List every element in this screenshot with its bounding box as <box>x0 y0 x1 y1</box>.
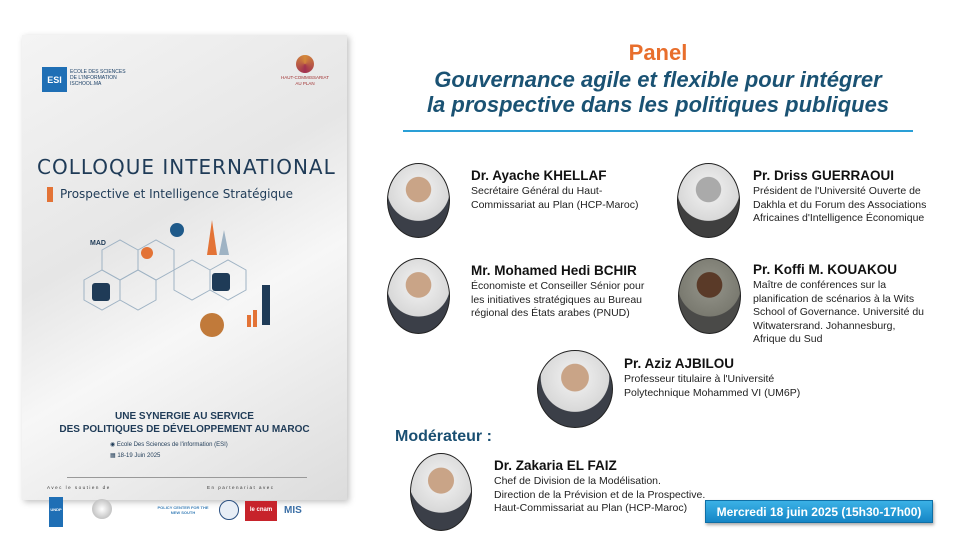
speaker-bchir: Mr. Mohamed Hedi BCHIR Économiste et Con… <box>471 263 645 319</box>
partner-label: En partenariat avec <box>207 485 275 490</box>
moderator-label: Modérateur : <box>395 428 492 445</box>
date-badge: Mercredi 18 juin 2025 (15h30-17h00) <box>705 500 933 523</box>
esi-name: ECOLE DES SCIENCES DE L'INFORMATION ISCH… <box>70 69 126 87</box>
speaker-photo-ajbilou <box>537 350 613 428</box>
colloque-poster: ESI ECOLE DES SCIENCES DE L'INFORMATION … <box>22 35 347 527</box>
policy-center-logo: POLICY CENTER FOR THE NEW SOUTH <box>157 505 209 515</box>
location-text: ◉ Ecole Des Sciences de l'information (E… <box>110 442 228 448</box>
hcp-name: HAUT-COMMISSARIAT AU PLAN <box>281 75 329 86</box>
speaker-photo-khellaf <box>387 163 450 238</box>
support-logo-2 <box>92 499 112 519</box>
university-seal-logo <box>219 500 239 520</box>
moderator-photo <box>410 453 472 531</box>
panel-label: Panel <box>628 40 688 65</box>
synergy-line2: DES POLITIQUES DE DÉVELOPPEMENT AU MAROC <box>59 424 310 435</box>
speaker-photo-bchir <box>387 258 450 334</box>
calendar-icon: ▦ <box>110 453 118 459</box>
accent-bar <box>47 187 53 202</box>
title-divider <box>403 130 913 132</box>
speaker-photo-kouakou <box>678 258 741 334</box>
support-label: Avec le soutien de <box>47 485 111 490</box>
speaker-kouakou: Pr. Koffi M. KOUAKOU Maître de conférenc… <box>753 262 925 345</box>
synergy-line1: UNE SYNERGIE AU SERVICE <box>115 411 254 422</box>
mis-logo: MIS <box>284 505 302 516</box>
strategy-illustration: MAD <box>83 220 270 337</box>
poster-title: COLLOQUE INTERNATIONAL <box>37 155 336 179</box>
poster-subtitle: Prospective et Intelligence Stratégique <box>60 187 294 201</box>
moderator-el-faiz: Dr. Zakaria EL FAIZ Chef de Division de … <box>494 458 706 514</box>
undp-logo: UNDP <box>49 497 63 527</box>
dates-text: ▦ 18-19 Juin 2025 <box>110 453 161 459</box>
speaker-khellaf: Dr. Ayache KHELLAF Secrétaire Général du… <box>471 168 639 211</box>
cnam-logo: le cnam <box>245 501 277 521</box>
speaker-guerraoui: Pr. Driss GUERRAOUI Président de l'Unive… <box>753 168 927 224</box>
esi-logo: ESI <box>42 67 67 92</box>
location-pin-icon: ◉ <box>110 442 117 448</box>
speaker-ajbilou: Pr. Aziz AJBILOU Professeur titulaire à … <box>624 356 801 399</box>
speaker-photo-guerraoui <box>677 163 740 238</box>
hcp-logo: HAUT-COMMISSARIAT AU PLAN <box>280 53 330 87</box>
illustration-label: MAD <box>90 240 106 247</box>
poster-separator <box>67 477 307 478</box>
panel-title: Gouvernance agile et flexible pour intég… <box>426 67 890 117</box>
